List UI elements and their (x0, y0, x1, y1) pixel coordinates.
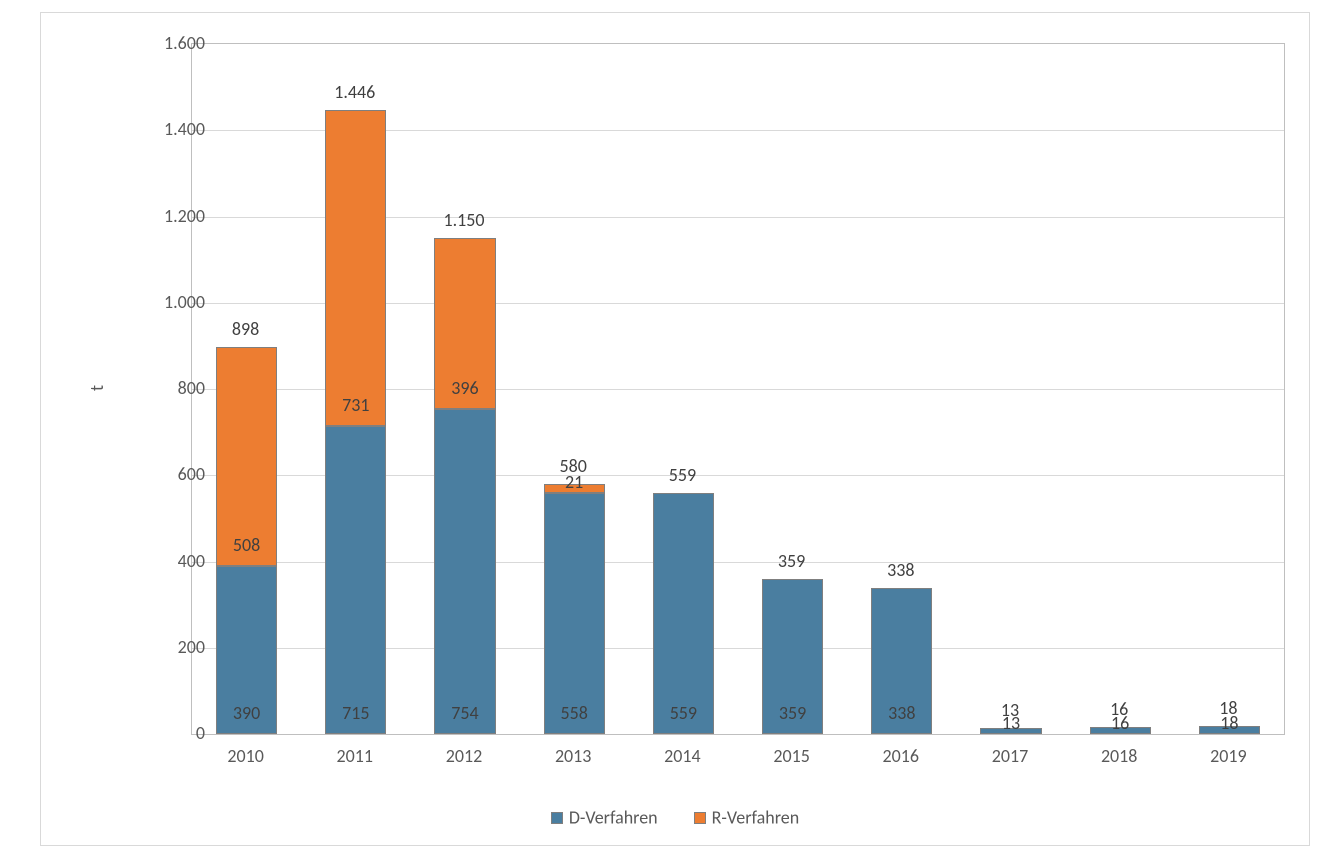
plot-area: 39050871573175439655821559359338131618 (191, 43, 1285, 735)
x-tick-label: 2011 (315, 745, 395, 767)
bar-group: 16 (1090, 44, 1151, 734)
x-tick-label: 2015 (752, 745, 832, 767)
bar-group: 359 (762, 44, 823, 734)
bar-total-label: 18 (1178, 697, 1278, 719)
bar-total-label: 338 (851, 559, 951, 581)
bar-group: 390 508 (216, 44, 277, 734)
bar-value-label: 338 (871, 702, 932, 724)
bar-total-label: 359 (742, 550, 842, 572)
x-tick-label: 2014 (642, 745, 722, 767)
bar-group: 18 (1199, 44, 1260, 734)
bar-segment-d (434, 409, 495, 734)
bar-total-label: 13 (960, 699, 1060, 721)
bar-group: 715 731 (325, 44, 386, 734)
bar-total-label: 1.446 (305, 81, 405, 103)
bar-group: 13 (980, 44, 1041, 734)
x-tick-label: 2010 (206, 745, 286, 767)
bar-segment-d (325, 426, 386, 734)
legend-swatch (694, 812, 706, 824)
bar-group: 559 (653, 44, 714, 734)
legend-label: D-Verfahren (569, 807, 658, 829)
bar-value-label: 508 (216, 534, 277, 556)
chart-frame: t 39050871573175439655821559359338131618… (40, 12, 1310, 846)
bar-value-label: 754 (434, 702, 495, 724)
legend-label: R-Verfahren (712, 807, 800, 829)
y-tick-label: 1.400 (145, 118, 205, 140)
bar-value-label: 715 (325, 702, 386, 724)
bar-value-label: 390 (216, 702, 277, 724)
bar-total-label: 559 (632, 464, 732, 486)
bar-total-label: 580 (523, 455, 623, 477)
y-tick-label: 200 (145, 636, 205, 658)
legend-item: D-Verfahren (551, 805, 658, 829)
y-tick-label: 1.000 (145, 291, 205, 313)
y-axis-title: t (86, 385, 108, 391)
x-tick-label: 2013 (533, 745, 613, 767)
bar-value-label: 558 (544, 702, 605, 724)
y-tick-label: 800 (145, 377, 205, 399)
bar-segment-r (325, 110, 386, 425)
bar-group: 55821 (544, 44, 605, 734)
legend-swatch (551, 812, 563, 824)
bar-value-label: 559 (653, 702, 714, 724)
y-tick-label: 1.600 (145, 32, 205, 54)
bar-segment-d (544, 493, 605, 734)
legend-item: R-Verfahren (694, 805, 800, 829)
x-tick-label: 2016 (861, 745, 941, 767)
bar-total-label: 1.150 (414, 209, 514, 231)
x-tick-label: 2019 (1188, 745, 1268, 767)
y-tick-label: 1.200 (145, 205, 205, 227)
y-tick-label: 600 (145, 463, 205, 485)
bar-value-label: 396 (434, 377, 495, 399)
legend: D-Verfahren R-Verfahren (41, 805, 1309, 829)
bar-value-label: 731 (325, 394, 386, 416)
y-tick-label: 0 (145, 722, 205, 744)
bar-total-label: 16 (1069, 698, 1169, 720)
bar-value-label: 359 (762, 702, 823, 724)
y-tick-label: 400 (145, 550, 205, 572)
x-tick-label: 2018 (1079, 745, 1159, 767)
bar-group: 338 (871, 44, 932, 734)
bar-segment-d (653, 493, 714, 734)
bar-total-label: 898 (196, 318, 296, 340)
x-tick-label: 2012 (424, 745, 504, 767)
bar-group: 754 396 (434, 44, 495, 734)
x-tick-label: 2017 (970, 745, 1050, 767)
